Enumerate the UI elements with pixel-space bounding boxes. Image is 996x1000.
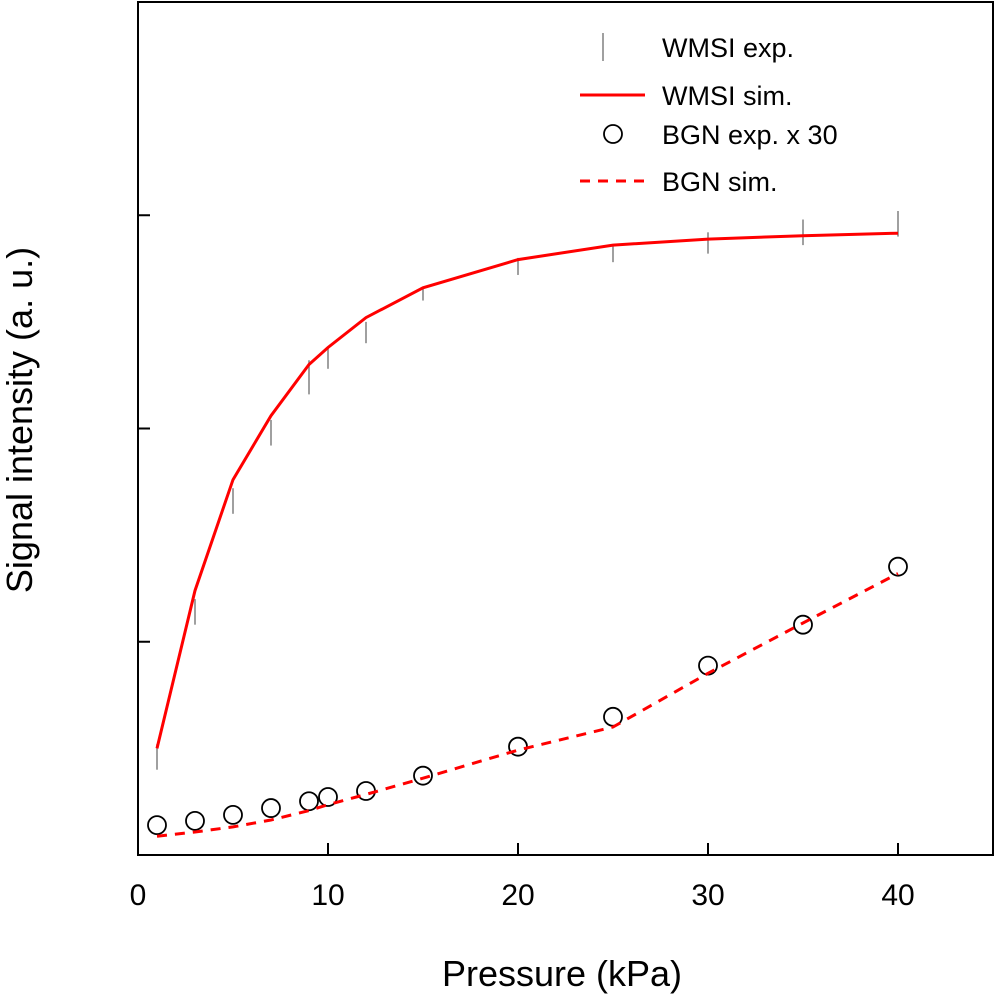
plot-area (147, 210, 908, 838)
bgn-exp-point (147, 815, 167, 836)
legend-entry: WMSI exp. (602, 33, 794, 63)
legend-entry: WMSI sim. (580, 81, 792, 111)
bgn-sim-line (156, 572, 899, 838)
bgn-exp-point (318, 787, 338, 807)
bgn-exp-point (793, 614, 813, 635)
legend-label: WMSI exp. (662, 33, 794, 63)
x-tick-label: 30 (691, 879, 724, 912)
y-axis-title: Signal intensity (a. u.) (0, 247, 40, 593)
x-tick-label: 20 (501, 879, 534, 912)
bgn-exp-point (185, 810, 205, 831)
x-tick-label: 0 (130, 879, 147, 912)
legend-label: WMSI sim. (662, 81, 792, 111)
bgn-exp-point (888, 556, 908, 577)
legend-entry: BGN exp. x 30 (603, 120, 838, 150)
legend-entry: BGN sim. (580, 167, 778, 197)
legend-label: BGN sim. (662, 167, 778, 197)
bgn-exp-point (299, 791, 319, 812)
legend-marker-swatch (603, 124, 623, 144)
x-axis: 0 10 20 30 40 (130, 843, 915, 912)
x-tick-label: 10 (311, 879, 344, 912)
bgn-exp-point (261, 798, 281, 818)
legend: WMSI exp. WMSI sim. BGN exp. x 30 BGN sim. (580, 33, 838, 197)
y-axis (138, 214, 150, 643)
wmsi-sim-line (155, 231, 899, 749)
x-axis-title: Pressure (kPa) (442, 953, 682, 994)
legend-label: BGN exp. x 30 (662, 120, 838, 150)
bgn-exp-point (413, 765, 433, 786)
bgn-exp-point (223, 805, 243, 825)
x-tick-label: 40 (881, 879, 914, 912)
